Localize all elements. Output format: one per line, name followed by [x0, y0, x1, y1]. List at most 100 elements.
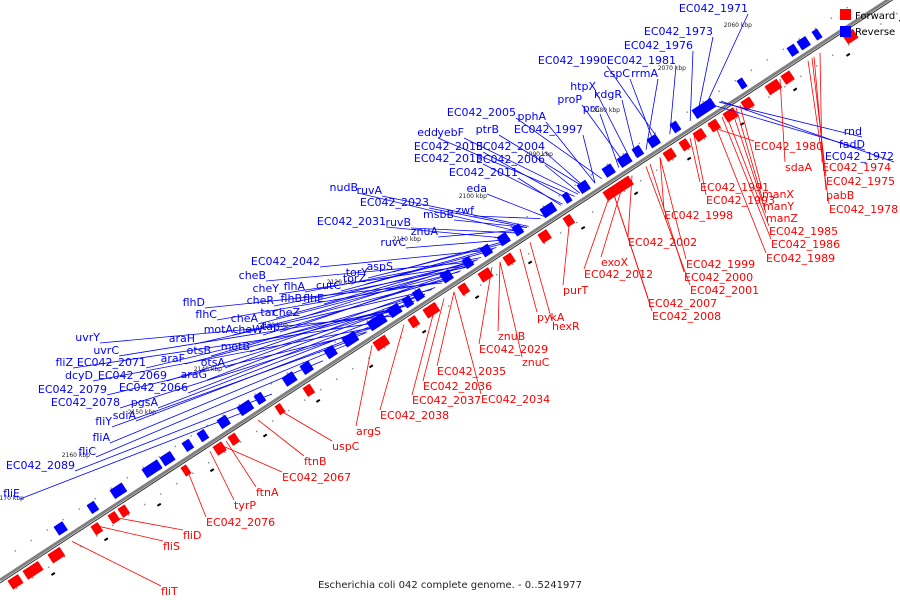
reverse-leader-line — [279, 270, 461, 333]
track-dot — [47, 566, 50, 569]
forward-gene-label: EC042_2036 — [423, 380, 492, 393]
track-dot — [62, 518, 65, 521]
reverse-leader-line — [473, 215, 541, 220]
reverse-gene-arrow — [496, 231, 511, 247]
forward-leader-line — [739, 105, 763, 190]
forward-gene-label: znuC — [522, 356, 550, 369]
reverse-gene-arrow — [601, 163, 616, 178]
reverse-gene-label: EC042_2069 — [98, 369, 167, 382]
track-dot — [447, 305, 450, 307]
forward-leader-line — [219, 444, 283, 473]
track-mark — [50, 572, 56, 576]
forward-gene-arrow — [47, 546, 66, 564]
forward-leader-line — [731, 110, 767, 214]
track-dot — [95, 535, 98, 537]
track-mark — [580, 225, 586, 230]
forward-gene-label: EC042_1980 — [754, 140, 823, 153]
reverse-gene-label: htpX — [570, 80, 596, 93]
track-dot — [783, 85, 786, 88]
track-dot — [78, 508, 81, 511]
track-mark — [421, 329, 427, 334]
reverse-leader-line — [696, 36, 714, 117]
reverse-gene-label: proP — [557, 93, 582, 106]
track-dot — [799, 75, 802, 78]
track-dot — [671, 158, 674, 161]
reverse-leader-line — [545, 121, 596, 184]
reverse-leader-line — [357, 192, 521, 233]
reverse-leader-line — [74, 393, 273, 472]
reverse-gene-label: sdiA — [113, 409, 137, 422]
legend-forward-label: Forward — [855, 11, 895, 22]
forward-leader-line — [257, 419, 305, 457]
legend-reverse-swatch — [840, 26, 851, 37]
reverse-leader-line — [645, 78, 659, 150]
track-dot — [542, 205, 545, 208]
forward-gene-label: EC042_1986 — [771, 238, 840, 251]
kbp-tick-label: 2080 kbp — [592, 107, 620, 114]
track-dot — [558, 194, 561, 197]
forward-leader-line — [355, 345, 373, 427]
forward-leader-line — [689, 137, 701, 183]
reverse-leader-line — [581, 104, 626, 164]
kbp-tick-label: 2070 kbp — [658, 65, 686, 72]
forward-gene-label: fliT — [161, 585, 178, 598]
track-dot — [703, 138, 706, 140]
track-mark — [368, 364, 374, 369]
track-dot — [574, 184, 577, 187]
track-dot — [142, 466, 145, 469]
reverse-gene-label: EC042_2023 — [360, 196, 429, 209]
kbp-tick-label: 2100 kbp — [459, 193, 487, 200]
reverse-gene-label: ruvA — [356, 184, 382, 197]
track-dot — [655, 169, 658, 172]
kbp-tick-label: 2090 kbp — [525, 151, 553, 158]
reverse-leader-line — [19, 411, 245, 500]
reverse-leader-line — [437, 229, 524, 238]
forward-leader-line — [779, 79, 786, 163]
reverse-gene-label: fadD — [839, 138, 865, 151]
reverse-leader-line — [405, 239, 509, 249]
reverse-gene-arrow — [109, 482, 128, 500]
track-dot — [319, 388, 322, 391]
reverse-leader-line — [599, 113, 620, 168]
forward-gene-label: EC042_2000 — [684, 271, 753, 284]
track-mark — [845, 52, 851, 57]
track-dot — [31, 576, 34, 579]
track-dot — [846, 6, 849, 9]
reverse-gene-arrow — [616, 152, 633, 169]
reverse-gene-arrow — [411, 287, 426, 302]
forward-gene-arrow — [502, 252, 517, 267]
genome-backbone — [0, 0, 891, 582]
track-dot — [366, 320, 369, 322]
reverse-gene-arrow — [141, 459, 163, 479]
forward-leader-line — [109, 516, 184, 531]
track-dot — [158, 456, 161, 458]
reverse-leader-line — [482, 151, 570, 201]
track-dot — [895, 12, 898, 15]
track-mark — [103, 537, 109, 542]
forward-leader-line — [499, 261, 523, 358]
reverse-gene-arrow — [561, 191, 573, 204]
reverse-gene-label: fliE — [3, 487, 20, 500]
forward-gene-label: EC042_2007 — [648, 297, 717, 310]
legend-reverse-label: Reverse — [855, 27, 895, 38]
reverse-leader-line — [265, 261, 475, 282]
reverse-gene-label: EC042_2011 — [449, 166, 518, 179]
reverse-leader-line — [621, 99, 637, 157]
forward-gene-label: ftnB — [304, 455, 327, 468]
reverse-leader-line — [367, 243, 502, 279]
forward-gene-arrow — [764, 78, 783, 96]
track-dot — [590, 173, 593, 176]
forward-gene-arrow — [562, 213, 576, 228]
reverse-gene-label: tar — [260, 306, 276, 319]
reverse-gene-label: EC042_2031 — [317, 215, 386, 228]
track-dot — [591, 211, 594, 213]
reverse-gene-label: araF — [161, 352, 185, 365]
forward-leader-line — [519, 248, 538, 313]
reverse-gene-label: tap — [262, 320, 280, 333]
reverse-leader-line — [428, 207, 528, 228]
reverse-leader-line — [111, 338, 358, 428]
reverse-leader-line — [689, 50, 694, 121]
reverse-gene-label: cheA — [231, 312, 259, 325]
track-dot — [782, 48, 785, 51]
